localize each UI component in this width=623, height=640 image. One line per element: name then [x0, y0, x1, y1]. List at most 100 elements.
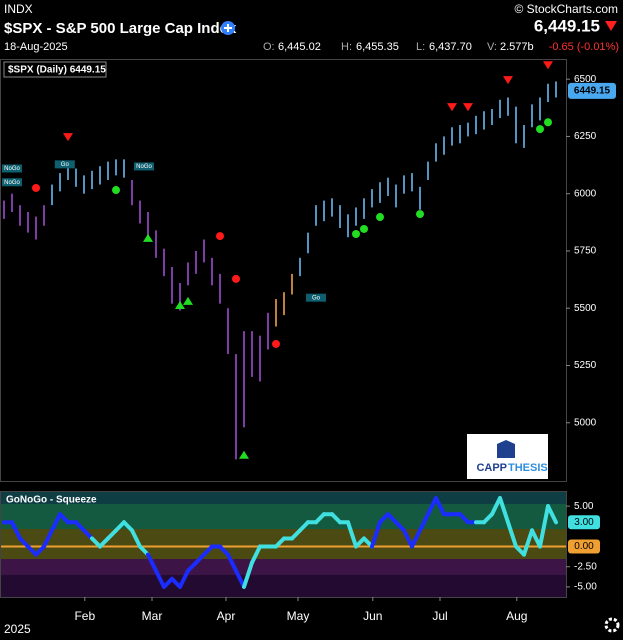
signal-down — [447, 103, 457, 112]
osc-segment — [130, 528, 142, 549]
y-tick-label: 6250 — [574, 131, 597, 142]
logo-mark — [497, 440, 515, 458]
x-tick-label: Mar — [142, 609, 163, 623]
y-tick-label: 5000 — [574, 417, 597, 428]
osc-segment — [426, 496, 438, 517]
last-label: 3.00 — [574, 517, 594, 528]
signal-down — [503, 76, 513, 85]
osc-segment — [522, 528, 534, 557]
last-price: 6,449.15 — [534, 16, 600, 35]
signal-dot — [272, 339, 280, 348]
osc-segment — [418, 512, 430, 533]
signal-dot — [416, 210, 424, 219]
signal-up — [183, 296, 193, 305]
change: -0.65 (-0.01%) — [549, 41, 619, 53]
annotation-box — [2, 178, 22, 187]
zero-label: 0.00 — [574, 541, 594, 552]
signal-down — [543, 61, 553, 70]
band — [1, 559, 566, 575]
signal-down — [463, 103, 473, 112]
signal-dot — [352, 230, 360, 239]
osc-segment — [346, 520, 358, 549]
osc-segment — [154, 568, 166, 589]
signal-dot — [544, 118, 552, 127]
annotation: NoGo — [4, 180, 20, 186]
osc-segment — [434, 496, 446, 517]
last-box — [568, 515, 600, 530]
x-tick-label: Jun — [363, 609, 382, 623]
x-tick-label: Apr — [217, 609, 236, 623]
signal-up — [239, 450, 249, 459]
annotation-box — [134, 162, 154, 171]
down-arrow — [605, 21, 617, 31]
osc-segment — [242, 560, 254, 589]
osc-segment — [490, 496, 502, 517]
y-tick-label: 6000 — [574, 188, 597, 199]
signal-up — [143, 233, 153, 242]
osc-segment — [546, 504, 558, 525]
signal-dot — [216, 232, 224, 241]
signal-dot — [32, 183, 40, 192]
band — [1, 492, 566, 504]
legend: $SPX (Daily) 6449.15 — [8, 65, 106, 76]
price-frame — [0, 59, 567, 482]
osc-segment — [10, 520, 22, 541]
osc-segment — [506, 520, 518, 549]
last-label: 6449.15 — [574, 85, 611, 96]
annotation: NoGo — [4, 166, 20, 172]
signal-dot — [536, 125, 544, 134]
annotation-box — [2, 164, 22, 173]
date: 18-Aug-2025 — [4, 41, 68, 53]
osc-segment — [234, 568, 246, 589]
annotation-box — [306, 293, 326, 302]
logo-bottom: THESIS — [508, 462, 548, 474]
band — [1, 575, 566, 597]
y-tick-label: 5.00 — [574, 501, 594, 512]
settings-icon[interactable] — [604, 617, 620, 633]
osc-segment — [370, 520, 382, 549]
exchange: INDX — [4, 2, 33, 16]
high-label: H: — [341, 41, 352, 53]
year-label: 2025 — [4, 622, 31, 636]
volume-value: 2.577b — [500, 41, 534, 53]
low-label: L: — [416, 41, 425, 53]
signal-dot — [360, 224, 368, 233]
high-value: 6,455.35 — [356, 41, 399, 53]
x-tick-label: Aug — [506, 609, 527, 623]
zero-box — [568, 539, 600, 554]
osc-segment — [50, 512, 62, 533]
logo-top: CAPP — [476, 462, 507, 474]
x-tick-label: Jul — [432, 609, 447, 623]
signal-dot — [112, 186, 120, 195]
y-tick-label: 5750 — [574, 246, 597, 257]
signal-down — [63, 133, 73, 142]
y-tick-label: -2.50 — [574, 561, 597, 572]
info-plus — [224, 24, 232, 32]
y-tick-label: -5.00 — [574, 582, 597, 593]
annotation: Go — [312, 295, 321, 301]
osc-segment — [498, 496, 510, 525]
x-tick-label: Feb — [74, 609, 95, 623]
osc-title: GoNoGo - Squeeze — [6, 495, 97, 506]
y-tick-label: 5500 — [574, 303, 597, 314]
band — [1, 504, 566, 529]
annotation-box — [54, 160, 75, 169]
y-tick-label: 6500 — [574, 74, 597, 85]
osc-segment — [146, 552, 158, 573]
signal-up — [175, 301, 185, 310]
title: $SPX - S&P 500 Large Cap Index — [4, 20, 237, 37]
osc-frame — [0, 491, 567, 598]
annotation: Go — [61, 162, 70, 168]
osc-segment — [538, 504, 550, 549]
y-tick-label: 5250 — [574, 360, 597, 371]
volume-label: V: — [487, 41, 497, 53]
osc-segment — [250, 544, 262, 565]
osc-segment — [178, 568, 190, 589]
x-tick-label: May — [287, 609, 310, 623]
signal-dot — [376, 213, 384, 222]
osc-segment — [226, 552, 238, 573]
open-label: O: — [263, 41, 275, 53]
osc-segment — [410, 528, 422, 549]
